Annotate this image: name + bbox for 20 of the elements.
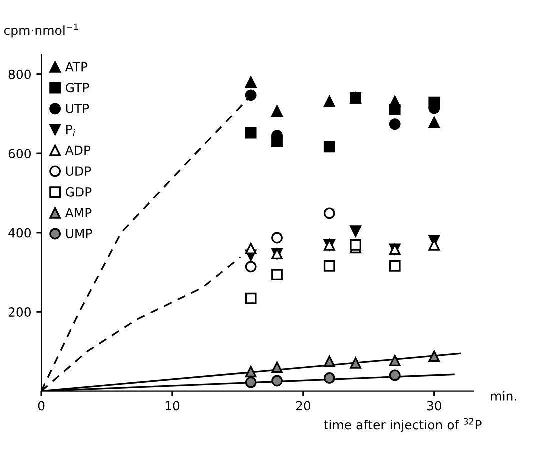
y-tick-label: 200 xyxy=(8,308,31,318)
legend-label: UTP xyxy=(66,104,90,114)
y-axis-title: cpm·nmol$^{−1}$ xyxy=(4,24,78,38)
x-tick-label: 30 xyxy=(427,401,442,411)
legend-label: P$_{i}$ xyxy=(66,125,76,136)
y-tick-label: 600 xyxy=(8,149,31,159)
legend-label: UDP xyxy=(66,166,92,176)
text: time after injection of $^{32}$P xyxy=(324,418,482,432)
legend-label: UMP xyxy=(66,229,92,239)
y-tick-label: 800 xyxy=(8,70,31,80)
legend-label: ATP xyxy=(65,62,88,72)
x-tick-label: 0 xyxy=(38,401,45,411)
legend-label: GDP xyxy=(66,187,92,197)
legend-label: AMP xyxy=(65,208,92,218)
x-tick-label: 20 xyxy=(296,401,311,411)
x-axis-title: min. xyxy=(491,391,516,401)
legend-label: GTP xyxy=(66,83,90,93)
legend-label: ADP xyxy=(65,146,91,155)
y-tick-label: 400 xyxy=(8,228,31,238)
x-tick-label: 10 xyxy=(166,401,180,411)
